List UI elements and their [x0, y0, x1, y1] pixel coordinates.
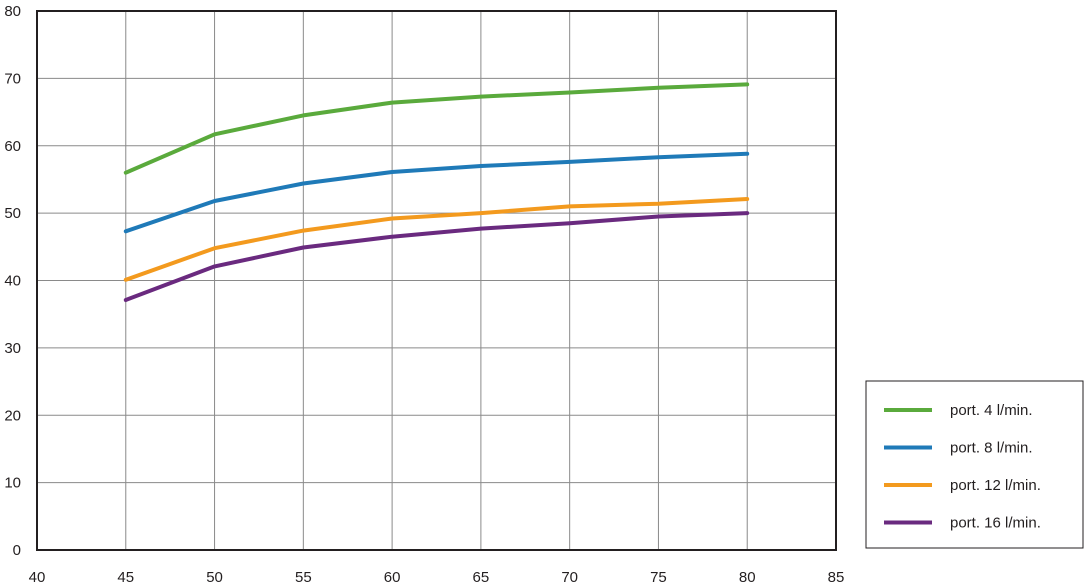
- x-tick-label: 55: [295, 569, 312, 584]
- y-tick-label: 70: [4, 70, 21, 87]
- y-tick-label: 30: [4, 340, 21, 357]
- y-tick-label: 20: [4, 407, 21, 424]
- x-axis-tick-labels: 40 45 50 55 60 65 70 75 80 85: [29, 569, 845, 584]
- y-tick-label: 50: [4, 205, 21, 222]
- y-tick-label: 40: [4, 273, 21, 290]
- y-tick-label: 60: [4, 138, 21, 155]
- x-tick-label: 85: [828, 569, 845, 584]
- legend-label-3: port. 12 l/min.: [950, 477, 1041, 494]
- plot-frame: [36, 10, 837, 551]
- y-tick-label: 10: [4, 475, 21, 492]
- x-tick-label: 80: [739, 569, 756, 584]
- series-line-1: [123, 82, 750, 175]
- x-tick-label: 70: [561, 569, 578, 584]
- x-tick-label: 45: [117, 569, 134, 584]
- legend-label-1: port. 4 l/min.: [950, 402, 1033, 419]
- legend-label-2: port. 8 l/min.: [950, 440, 1033, 457]
- legend: port. 4 l/min. port. 8 l/min. port. 12 l/m…: [865, 380, 1084, 549]
- series-line-3: [123, 197, 750, 282]
- x-tick-label: 60: [384, 569, 401, 584]
- series-line-2: [123, 151, 750, 234]
- x-tick-label: 65: [473, 569, 490, 584]
- y-axis-tick-labels: 0 10 20 30 40 50 60 70 80: [4, 3, 21, 559]
- x-tick-label: 40: [29, 569, 46, 584]
- grid-lines: [37, 11, 836, 550]
- y-tick-label: 0: [13, 542, 21, 559]
- x-tick-label: 75: [650, 569, 667, 584]
- series-line-4: [123, 211, 750, 302]
- y-tick-label: 80: [4, 3, 21, 20]
- legend-label-4: port. 16 l/min.: [950, 515, 1041, 532]
- series-lines: [123, 82, 750, 302]
- x-tick-label: 50: [206, 569, 223, 584]
